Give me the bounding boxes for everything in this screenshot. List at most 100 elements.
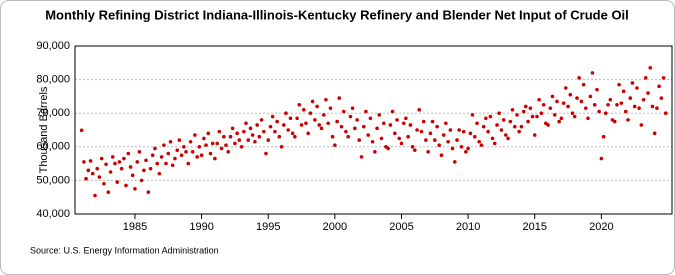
plot-area: 40,000 50,000 60,000 70,000 80,000 90,000 1985… <box>36 40 673 233</box>
data-point <box>95 166 100 171</box>
data-point <box>157 171 162 176</box>
data-point <box>275 119 279 124</box>
data-point <box>623 109 628 114</box>
data-point <box>102 181 106 186</box>
data-point <box>477 139 481 144</box>
data-point <box>552 113 557 117</box>
data-point <box>224 143 228 147</box>
data-point <box>432 138 437 142</box>
data-point <box>599 156 604 161</box>
data-point <box>375 126 379 131</box>
data-point <box>175 148 180 152</box>
data-point <box>641 97 646 102</box>
data-point <box>468 131 473 136</box>
data-point <box>99 156 104 161</box>
data-point <box>150 153 155 157</box>
data-point <box>348 114 353 119</box>
data-point <box>344 129 348 134</box>
data-point <box>295 116 299 121</box>
data-point <box>170 163 175 168</box>
data-point <box>379 136 384 141</box>
data-point <box>406 134 410 139</box>
y-tick-label: 50,000 <box>36 174 70 186</box>
data-point <box>426 150 430 154</box>
data-point <box>535 114 539 119</box>
data-point <box>108 170 113 174</box>
x-tick-label: 1995 <box>256 221 280 233</box>
data-point <box>135 160 140 164</box>
data-point <box>637 106 641 110</box>
data-point <box>370 139 375 144</box>
data-point <box>559 116 564 121</box>
data-point <box>148 166 153 171</box>
x-tick-label: 2015 <box>523 221 547 233</box>
data-point <box>166 151 171 156</box>
data-point <box>488 114 493 119</box>
plot-border <box>74 45 673 215</box>
data-point <box>601 134 606 139</box>
data-point <box>159 155 164 159</box>
data-point <box>330 134 335 139</box>
data-point <box>144 158 148 163</box>
data-point <box>444 121 448 126</box>
data-point <box>377 113 382 117</box>
data-point <box>310 99 315 104</box>
data-point <box>646 91 650 95</box>
x-tick-label: 1990 <box>189 221 213 233</box>
data-point <box>572 114 577 119</box>
data-point <box>577 76 581 80</box>
data-point <box>215 141 219 146</box>
data-point <box>139 178 144 183</box>
data-point <box>308 111 313 115</box>
data-point <box>512 124 517 129</box>
data-point <box>286 128 291 132</box>
data-point <box>84 176 88 181</box>
data-point <box>306 131 311 136</box>
data-point <box>479 143 484 147</box>
data-point <box>455 138 459 142</box>
data-point <box>264 151 268 156</box>
data-point <box>335 119 339 124</box>
data-point <box>492 141 497 146</box>
data-point <box>615 103 619 107</box>
data-point <box>333 143 337 147</box>
data-point <box>417 108 422 112</box>
data-point <box>504 133 508 137</box>
data-point <box>657 84 661 89</box>
data-point <box>210 141 215 146</box>
data-point <box>397 136 402 141</box>
data-point <box>104 162 108 167</box>
data-point <box>233 141 237 146</box>
data-point <box>239 145 244 149</box>
data-point <box>284 111 288 115</box>
data-point <box>537 97 541 102</box>
data-point <box>464 150 468 154</box>
data-point <box>632 104 637 109</box>
data-point <box>390 109 395 114</box>
data-point <box>519 124 524 129</box>
data-point <box>337 96 342 100</box>
data-point <box>237 138 242 142</box>
data-point <box>437 143 441 147</box>
data-point <box>319 126 324 131</box>
data-point <box>490 136 495 141</box>
data-point <box>428 131 433 136</box>
data-point <box>302 108 306 112</box>
data-point <box>137 150 142 154</box>
data-point <box>79 128 84 133</box>
data-point <box>142 168 146 173</box>
data-point <box>259 118 264 122</box>
data-point <box>566 104 570 109</box>
data-point <box>530 114 535 119</box>
x-tick-label: 2010 <box>456 221 480 233</box>
data-point <box>202 136 206 141</box>
data-point <box>648 66 653 70</box>
data-point <box>90 171 95 176</box>
data-point <box>361 124 366 129</box>
x-tick-label: 2005 <box>389 221 413 233</box>
data-point <box>550 94 555 99</box>
data-point <box>448 128 453 132</box>
y-tick-label: 90,000 <box>36 40 70 52</box>
y-axis-label: Thousand Barrels <box>38 86 50 173</box>
data-point <box>204 143 208 147</box>
